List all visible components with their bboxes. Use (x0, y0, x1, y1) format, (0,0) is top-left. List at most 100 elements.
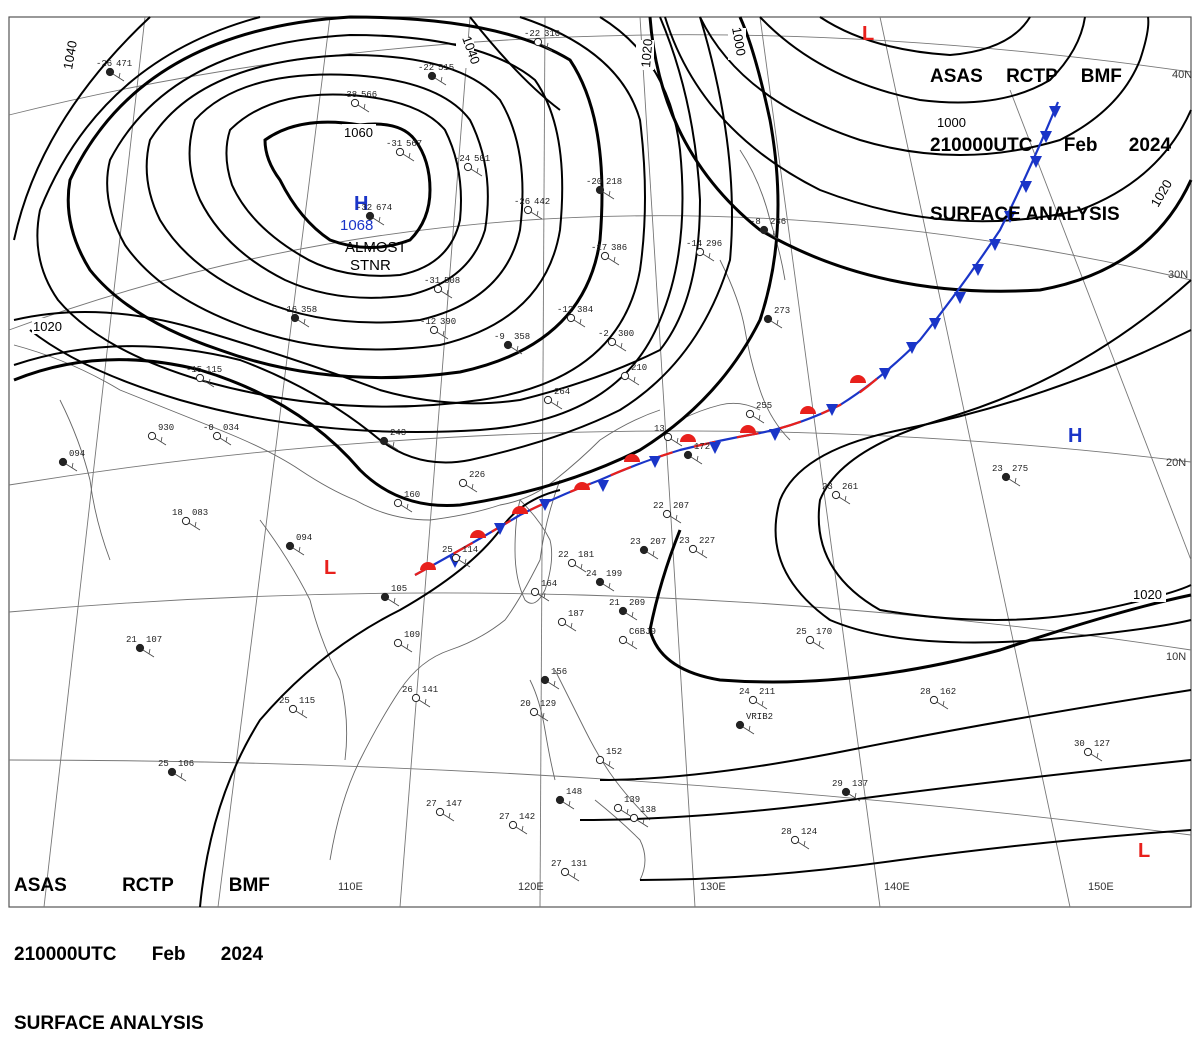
wind-barb (797, 840, 810, 850)
wind-barb (625, 611, 638, 621)
station-pressure: 236 (770, 217, 786, 227)
high-note-line1: ALMOST (345, 239, 407, 256)
wind-barb (442, 812, 455, 822)
lon-label: 130E (700, 881, 726, 893)
cold-front-barb (1049, 106, 1061, 118)
station-pressure: 207 (650, 537, 666, 547)
cold-front-barb (1020, 181, 1032, 193)
station-pressure: 106 (178, 759, 194, 769)
station-pressure: 164 (541, 579, 557, 589)
wind-barb (936, 700, 949, 710)
station-pressure: 094 (69, 449, 85, 459)
wind-barb (440, 289, 453, 299)
station-pressure: 300 (618, 329, 634, 339)
station-circle (393, 638, 403, 648)
station-circle (595, 185, 605, 195)
station-temperature: 21 (126, 635, 137, 645)
station-circle (745, 409, 755, 419)
station-circle (1083, 747, 1093, 757)
station-temperature: 26 (402, 685, 413, 695)
station-pressure: 114 (462, 545, 478, 555)
station-circle (533, 37, 543, 47)
station-pressure: 107 (146, 635, 162, 645)
wind-barb (602, 582, 615, 592)
meridian-lines (43, 16, 1192, 908)
wind-barb (562, 800, 575, 810)
station-circle (503, 340, 513, 350)
wind-barb (1008, 477, 1021, 487)
station-circle (427, 71, 437, 81)
parallel-lines (8, 34, 1192, 836)
wind-barb (646, 550, 659, 560)
station-pressure: 384 (577, 305, 593, 315)
station-temperature: -31 (424, 276, 440, 286)
station-pressure: 162 (940, 687, 956, 697)
station-pressure: 141 (422, 685, 438, 695)
wind-barb (402, 152, 415, 162)
wind-barb (564, 622, 577, 632)
cold-front-barb (709, 442, 721, 454)
station-pressure: 211 (759, 687, 775, 697)
station-pressure: 227 (699, 536, 715, 546)
station-circle (759, 225, 769, 235)
station-circle (695, 247, 705, 257)
wind-barb (372, 216, 385, 226)
wind-barb (540, 42, 553, 52)
cold-front-barb (989, 239, 1001, 251)
low-pressure-symbol-north: L (862, 23, 874, 45)
station-temperature: 23 (992, 464, 1003, 474)
station-circle (350, 98, 360, 108)
station-temperature: -12 (557, 305, 573, 315)
valid-time: 210000UTC (930, 135, 1033, 156)
wind-barb (770, 319, 783, 329)
wind-barb (530, 210, 543, 220)
station-code: RCTP (122, 875, 174, 896)
station-pressure: VRIB2 (746, 712, 773, 722)
warm-front-bump (420, 562, 436, 570)
high-pressure-symbol: H (354, 193, 368, 215)
station-circle (135, 643, 145, 653)
station-pressure: 172 (694, 442, 710, 452)
station-circle (458, 478, 468, 488)
station-temperature: 13 (654, 424, 665, 434)
wind-barb (755, 700, 768, 710)
low-pressure-symbol-southeast: L (1138, 840, 1150, 862)
wind-barb (702, 252, 715, 262)
station-circle (600, 251, 610, 261)
station-circle (613, 803, 623, 813)
valid-month: Feb (151, 944, 186, 965)
wind-barb (400, 503, 413, 513)
station-pressure: 501 (474, 154, 490, 164)
station-circle (683, 450, 693, 460)
warm-front-bump (740, 425, 756, 433)
wind-barb (400, 643, 413, 653)
station-circle (380, 592, 390, 602)
station-temperature: -22 (524, 29, 540, 39)
wind-barb (625, 640, 638, 650)
station-pressure: 210 (631, 363, 647, 373)
station-temperature: 27 (499, 812, 510, 822)
wind-barb (752, 414, 765, 424)
station-pressure: 508 (444, 276, 460, 286)
wind-barb (188, 521, 201, 531)
station-temperature: -12 (420, 317, 436, 327)
station-temperature: 21 (609, 598, 620, 608)
station-pressure: 275 (1012, 464, 1028, 474)
station-pressure: C6BJ9 (629, 627, 656, 637)
wind-barb (436, 330, 449, 340)
high-note-line2: STNR (350, 257, 391, 274)
station-pressure: 207 (673, 501, 689, 511)
station-pressure: 226 (469, 470, 485, 480)
agency-code: ASAS (930, 66, 983, 87)
wind-barb (695, 549, 708, 559)
lat-label: 10N (1166, 651, 1186, 663)
station-circle (540, 675, 550, 685)
weather-map: 1040 1040 1020 1000 1060 1020 1000 1020 … (8, 15, 1193, 908)
wind-barb (386, 441, 399, 451)
wind-barb (838, 495, 851, 505)
wind-barb (112, 72, 125, 82)
station-temperature: -14 (686, 239, 702, 249)
lat-label: 30N (1168, 269, 1188, 281)
isobar-label: 1000 (729, 26, 749, 57)
station-circle (433, 284, 443, 294)
